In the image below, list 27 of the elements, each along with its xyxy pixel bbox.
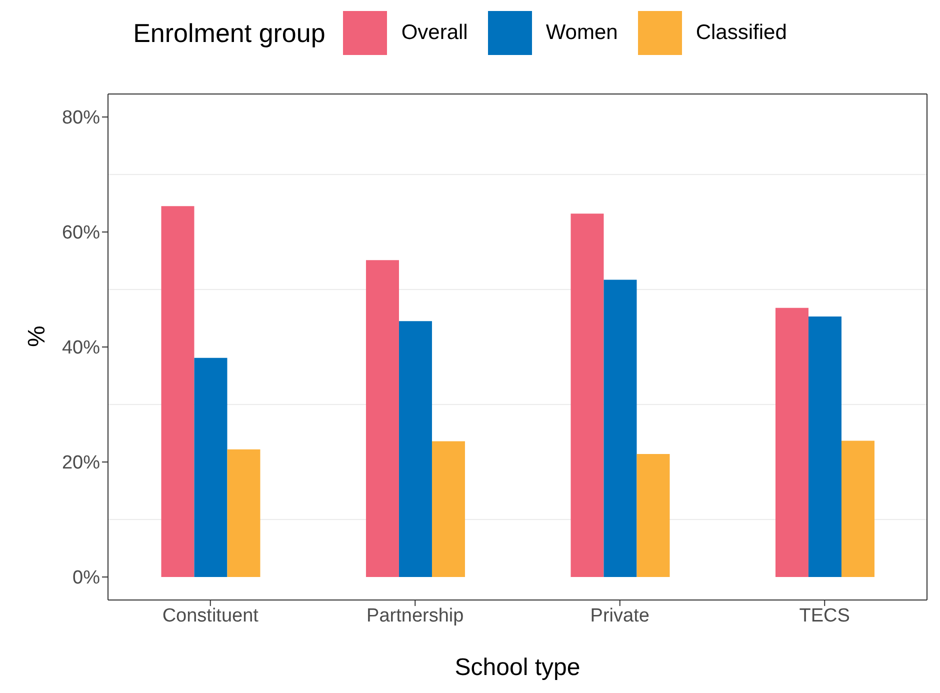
bar (398, 321, 432, 577)
bar (570, 214, 604, 577)
bar (432, 441, 465, 577)
y-axis-title: % (24, 326, 51, 347)
bar (841, 440, 874, 577)
bar (808, 316, 842, 577)
x-tick-label: Private (590, 605, 650, 626)
y-tick-label: 0% (72, 568, 100, 589)
x-tick-label: Partnership (366, 605, 464, 626)
bar (604, 280, 637, 577)
legend-label: Overall (401, 21, 468, 45)
bar (161, 206, 194, 577)
x-tick-label: Constituent (162, 605, 260, 626)
bar (366, 260, 399, 577)
bar (636, 454, 670, 577)
y-tick-label: 60% (62, 222, 100, 244)
legend-title: Enrolment group (133, 18, 326, 48)
x-axis-title: School type (454, 654, 580, 681)
bar (194, 358, 228, 577)
legend-label: Women (546, 21, 618, 45)
y-tick-label: 40% (62, 338, 100, 359)
x-tick-label: TECS (799, 605, 850, 626)
bar (227, 449, 260, 577)
y-tick-label: 20% (62, 452, 100, 474)
y-tick-label: 80% (62, 108, 100, 129)
legend-label: Classified (696, 21, 787, 45)
bar (775, 308, 808, 577)
